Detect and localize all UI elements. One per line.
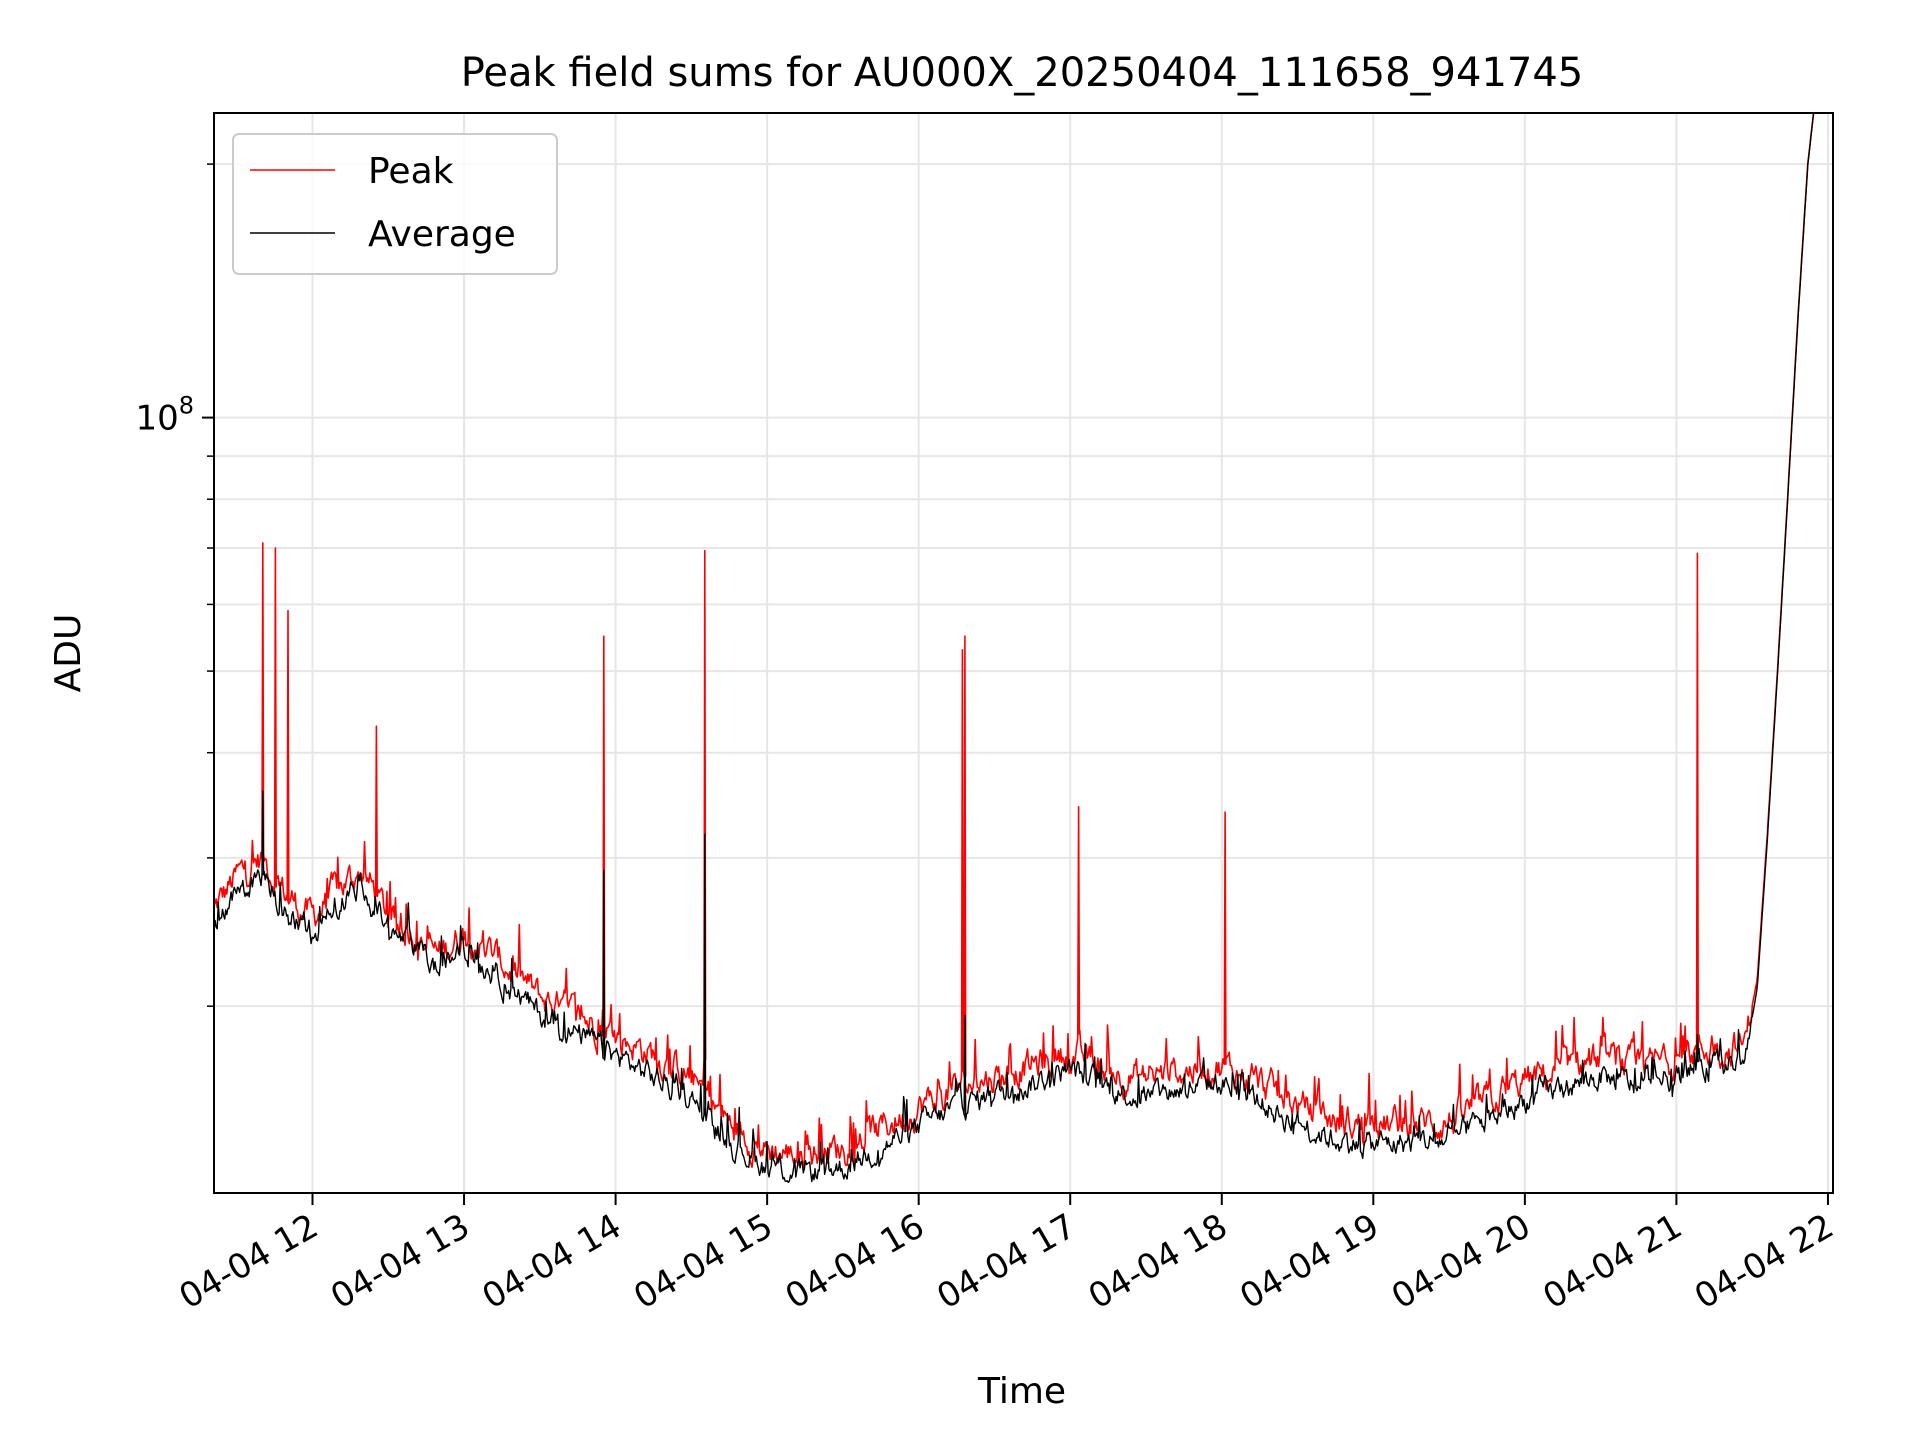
legend-label-average: Average: [368, 214, 516, 255]
x-axis-label: Time: [977, 1371, 1066, 1412]
grid: [214, 113, 1833, 1193]
series-line-peak: [214, 113, 1815, 1171]
y-axis: 108: [135, 163, 214, 1007]
legend-box: [232, 133, 558, 275]
chart-title: Peak field sums for AU000X_20250404_1116…: [461, 50, 1584, 96]
plot-area: [214, 113, 1833, 1193]
legend: Peak Average: [232, 133, 558, 275]
legend-label-peak: Peak: [368, 151, 454, 192]
series-layer: [214, 113, 1815, 1183]
y-axis-label: ADU: [48, 614, 89, 693]
plot-frame: [213, 112, 1834, 1194]
series-line-average: [214, 113, 1815, 1183]
y-tick-label: 108: [135, 392, 194, 439]
